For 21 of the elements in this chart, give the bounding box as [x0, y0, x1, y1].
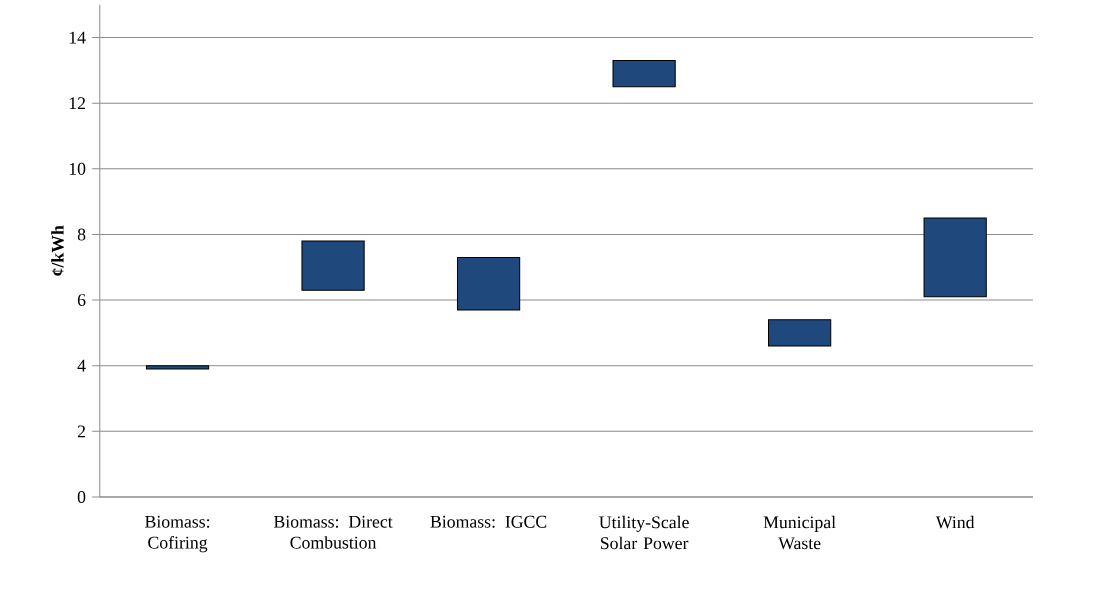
bar	[145, 365, 210, 370]
bar	[301, 240, 365, 291]
bar	[612, 59, 676, 88]
y-tick-label: 8	[77, 228, 86, 241]
x-tick-label: Biomass: Direct Combustion	[273, 515, 393, 549]
bar	[768, 319, 832, 347]
x-tick-label: Wind	[935, 515, 975, 529]
y-tick-label: 14	[69, 31, 86, 44]
x-tick-label: Municipal Waste	[763, 515, 836, 550]
bar	[923, 217, 987, 298]
y-tick-label: 4	[77, 359, 86, 372]
y-tick-label: 6	[77, 294, 86, 306]
y-tick-label: 2	[77, 425, 86, 438]
bar	[456, 256, 521, 311]
y-axis-title: ¢/kWh	[51, 225, 64, 276]
y-tick-label: 10	[69, 162, 86, 175]
y-tick-label: 0	[77, 490, 86, 503]
y-tick-label: 12	[69, 97, 86, 109]
x-tick-label: Biomass: Cofiring	[145, 515, 210, 553]
x-tick-label: Biomass: IGCC	[430, 515, 547, 528]
x-tick-label: Utility-Scale Solar Power	[599, 515, 689, 550]
